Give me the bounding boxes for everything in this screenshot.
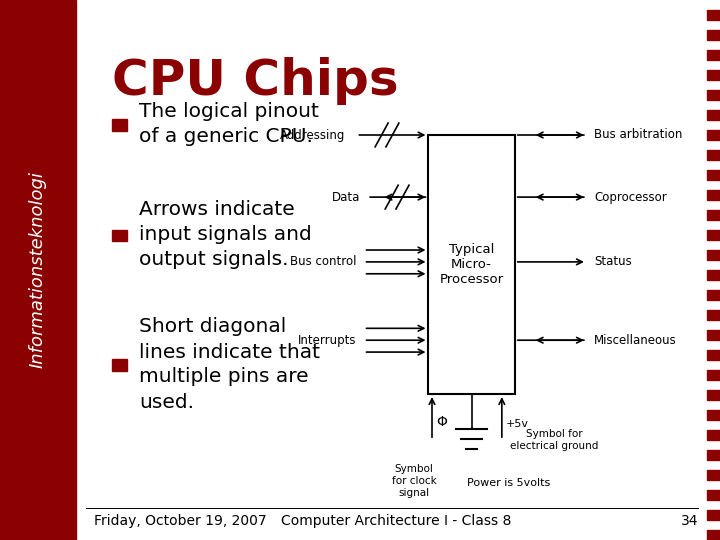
Text: Friday, October 19, 2007: Friday, October 19, 2007 bbox=[94, 514, 266, 528]
Text: +5v: +5v bbox=[505, 419, 528, 429]
Text: Addressing: Addressing bbox=[280, 129, 346, 141]
Text: The logical pinout
of a generic CPU.: The logical pinout of a generic CPU. bbox=[139, 102, 319, 146]
Text: Computer Architecture I - Class 8: Computer Architecture I - Class 8 bbox=[281, 514, 511, 528]
Text: Symbol
for clock
signal: Symbol for clock signal bbox=[392, 464, 436, 497]
Text: Symbol for
electrical ground: Symbol for electrical ground bbox=[510, 429, 598, 451]
Text: Data: Data bbox=[332, 191, 360, 204]
Text: CPU Chips: CPU Chips bbox=[112, 57, 398, 105]
Text: Status: Status bbox=[594, 255, 631, 268]
Text: Miscellaneous: Miscellaneous bbox=[594, 334, 677, 347]
Text: Φ: Φ bbox=[436, 415, 447, 429]
Text: Short diagonal
lines indicate that
multiple pins are
used.: Short diagonal lines indicate that multi… bbox=[139, 318, 320, 411]
Text: Bus control: Bus control bbox=[290, 255, 356, 268]
Bar bbox=[428, 135, 515, 394]
Text: Informationsteknologi: Informationsteknologi bbox=[28, 172, 47, 368]
Text: Coprocessor: Coprocessor bbox=[594, 191, 667, 204]
Text: Interrupts: Interrupts bbox=[298, 334, 356, 347]
Bar bbox=[112, 359, 127, 371]
Text: 34: 34 bbox=[681, 514, 698, 528]
Bar bbox=[112, 119, 127, 131]
Text: UPPSALA
UNIVERSITET: UPPSALA UNIVERSITET bbox=[16, 63, 57, 74]
Text: Typical
Micro-
Processor: Typical Micro- Processor bbox=[439, 243, 504, 286]
Text: Bus arbitration: Bus arbitration bbox=[594, 129, 683, 141]
Text: Power is 5volts: Power is 5volts bbox=[467, 478, 551, 488]
Text: Arrows indicate
input signals and
output signals.: Arrows indicate input signals and output… bbox=[139, 200, 312, 269]
Circle shape bbox=[13, 14, 60, 67]
Bar bbox=[112, 230, 127, 241]
